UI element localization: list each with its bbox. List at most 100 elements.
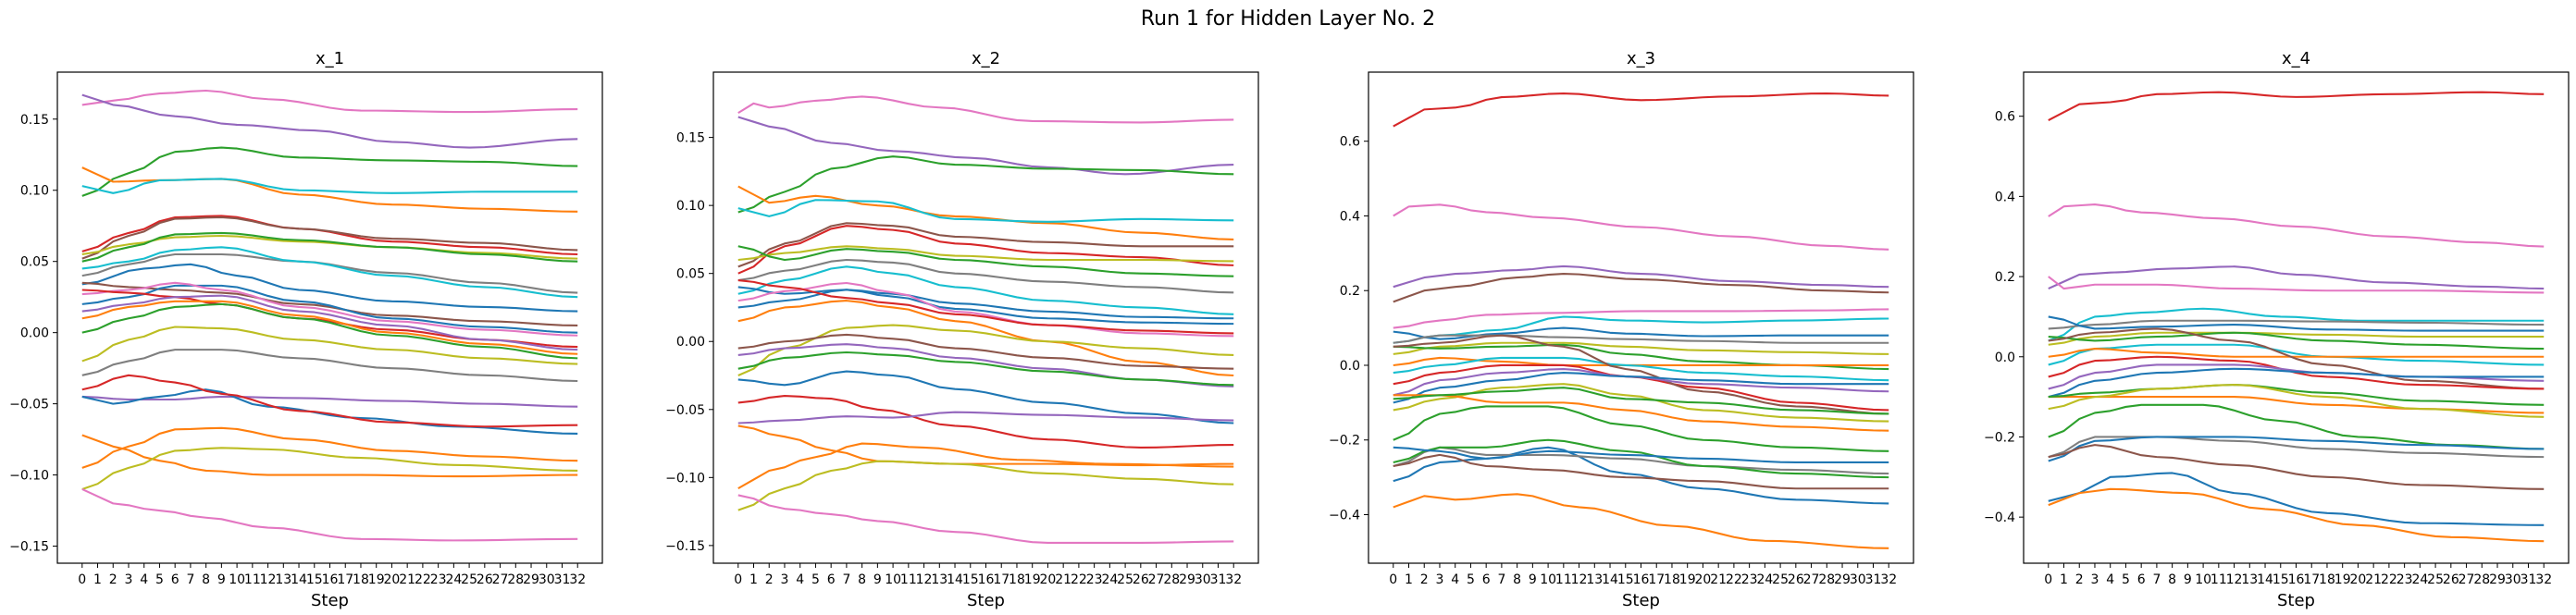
series-line-9 (2048, 331, 2545, 351)
series-line-20 (2048, 436, 2545, 459)
plot-frame (56, 71, 603, 564)
series-line-15 (2048, 367, 2545, 399)
x-tick-label: 26 (2443, 572, 2459, 587)
x-tick-label: 18 (2319, 572, 2335, 587)
y-tick-label: 0.6 (1340, 135, 1360, 150)
y-tick-label: −0.10 (9, 469, 49, 484)
x-tick-label: 1 (2060, 572, 2068, 587)
series-line-11 (737, 265, 1234, 315)
y-tick-label: −0.15 (665, 539, 705, 554)
y-tick-label: −0.4 (1329, 509, 1360, 523)
series-line-25 (81, 434, 578, 478)
series-line-1 (81, 89, 578, 114)
series-line-13 (2048, 355, 2545, 390)
series-line-21 (81, 349, 578, 383)
series-line-21 (737, 370, 1234, 424)
series-line-3 (2048, 265, 2545, 290)
series-line-16 (1393, 372, 1889, 404)
series-line-11 (2048, 348, 2545, 358)
x-tick-label: 16 (978, 572, 995, 587)
subplot-x4: 0 1 2 3 4 5 6 7 8 9 101112131415161718192021222324… (1984, 49, 2570, 610)
series-line-22 (2048, 444, 2545, 490)
x-tick-label: 12 (260, 572, 277, 587)
x-tick-label: 8 (1513, 572, 1521, 587)
series-line-27 (737, 494, 1234, 544)
series-line-3 (737, 155, 1234, 214)
series-line-5 (1393, 308, 1889, 329)
y-tick-label: −0.05 (665, 403, 705, 418)
x-tick-label: 21 (1055, 572, 1071, 587)
x-tick-label: 9 (217, 572, 226, 587)
series-line-22 (1393, 446, 1889, 475)
series-line-14 (1393, 334, 1889, 415)
x-tick-label: 16 (1633, 572, 1650, 587)
x-tick-label: 26 (1788, 572, 1804, 587)
series-line-21 (1393, 446, 1889, 505)
series-line-6 (737, 225, 1234, 275)
plot-frame (1368, 71, 1914, 564)
x-tick-label: 2 (109, 572, 118, 587)
x-tick-label: 18 (1009, 572, 1025, 587)
x-tick-label: 10 (229, 572, 245, 587)
series-line-21 (2048, 436, 2545, 462)
subplot-title: x_2 (972, 49, 1000, 68)
x-tick-label: 6 (171, 572, 180, 587)
series-line-19 (1393, 387, 1889, 415)
x-tick-label: 25 (461, 572, 477, 587)
y-tick-label: 0.2 (1995, 270, 2015, 285)
x-tick-label: 12 (2226, 572, 2243, 587)
x-tick-label: 22 (1726, 572, 1742, 587)
series-line-13 (81, 281, 578, 327)
series-line-27 (81, 447, 578, 490)
x-tick-label: 2 (765, 572, 774, 587)
y-tick-label: 0.10 (20, 184, 49, 199)
series-line-9 (737, 245, 1234, 277)
subplots: 0 1 2 3 4 5 6 7 8 9 101112131415161718192021222324… (9, 49, 2570, 610)
series-line-14 (81, 284, 578, 334)
series-line-10 (737, 258, 1234, 294)
x-tick-label: 1 (1405, 572, 1413, 587)
x-tick-label: 4 (140, 572, 148, 587)
x-tick-label: 15 (962, 572, 979, 587)
series-line-10 (81, 263, 578, 313)
x-axis-label: Step (311, 591, 349, 610)
x-tick-label: 26 (477, 572, 493, 587)
series-line-1 (737, 95, 1234, 124)
series-line-8 (737, 245, 1234, 263)
x-tick-label: 25 (2427, 572, 2444, 587)
x-tick-label: 0 (78, 572, 86, 587)
y-tick-label: −0.2 (1329, 434, 1360, 449)
series-line-25 (737, 424, 1234, 467)
series-line-13 (737, 289, 1234, 326)
x-axis-label: Step (1622, 591, 1660, 610)
x-tick-label: 30 (2505, 572, 2521, 587)
series-line-12 (737, 286, 1234, 320)
x-tick-label: 17 (993, 572, 1009, 587)
x-tick-label: 17 (1648, 572, 1665, 587)
x-tick-label: 24 (2411, 572, 2428, 587)
x-tick-label: 23 (1741, 572, 1758, 587)
x-tick-label: 29 (1179, 572, 1195, 587)
x-tick-label: 15 (2273, 572, 2289, 587)
series-line-14 (2048, 363, 2545, 390)
x-tick-label: 22 (415, 572, 431, 587)
y-tick-label: 0.00 (676, 335, 705, 350)
x-tick-label: 12 (1571, 572, 1588, 587)
x-tick-label: 12 (916, 572, 933, 587)
y-tick-label: 0.15 (676, 131, 705, 146)
x-tick-label: 27 (1148, 572, 1165, 587)
series-line-19 (81, 302, 578, 360)
x-tick-label: 14 (1602, 572, 1618, 587)
y-tick-label: 0.6 (1995, 110, 2015, 125)
x-tick-label: 29 (1834, 572, 1851, 587)
x-tick-label: 5 (2122, 572, 2130, 587)
x-tick-label: 7 (186, 572, 194, 587)
series-line-7 (737, 222, 1234, 268)
x-tick-label: 6 (827, 572, 836, 587)
series-line-26 (737, 460, 1234, 511)
x-tick-label: 30 (1195, 572, 1211, 587)
x-tick-label: 27 (2458, 572, 2475, 587)
series-line-20 (81, 326, 578, 365)
x-tick-label: 14 (291, 572, 307, 587)
